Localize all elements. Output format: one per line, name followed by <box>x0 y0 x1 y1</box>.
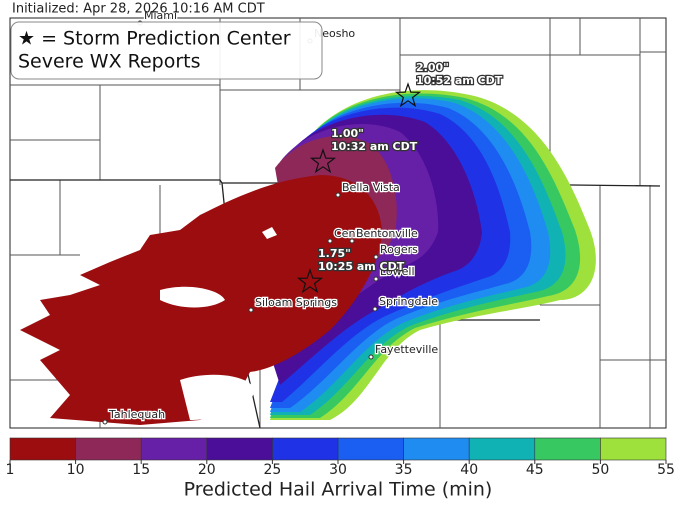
city-label: Siloam Springs <box>255 296 337 309</box>
colorbar-tick-label: 35 <box>395 462 413 478</box>
map-labels: Miami Neosho Bella Vista CentertonBentonvil… <box>102 8 504 425</box>
colorbar-tick-label: 40 <box>460 462 478 478</box>
colorbar-bin <box>534 437 601 461</box>
colorbar-tick-label: 45 <box>526 462 544 478</box>
city-dot <box>102 419 108 425</box>
city-dot <box>335 192 341 198</box>
city-dot <box>373 276 379 282</box>
city-label: Miami <box>144 9 177 22</box>
colorbar-tick-label: 15 <box>132 462 150 478</box>
city-dot <box>373 254 379 260</box>
report-time: 10:25 am CDT <box>318 260 405 273</box>
report-time: 10:32 am CDT <box>331 140 418 153</box>
colorbar-bin <box>403 437 470 461</box>
colorbar-bin <box>206 437 273 461</box>
hail-swath <box>20 90 596 425</box>
legend-line: ★ = Storm Prediction Center <box>18 28 291 50</box>
city-label: Centerton <box>334 227 389 240</box>
city-label: Bella Vista <box>342 181 400 194</box>
city-label: Tahlequah <box>108 408 165 421</box>
colorbar-tick-label: 20 <box>198 462 216 478</box>
city-dot <box>372 306 378 312</box>
city-label: Bentonville <box>356 227 418 240</box>
legend-frame <box>10 21 323 80</box>
report-size: 1.00" <box>331 127 364 140</box>
city-label: Fayetteville <box>375 343 438 356</box>
colorbar-bin <box>140 437 208 461</box>
report-size: 1.75" <box>318 247 351 260</box>
colorbar: 1 10 15 20 25 30 35 40 45 50 55 Predicted Hail Arri… <box>6 437 675 501</box>
city-dot <box>327 238 333 244</box>
colorbar-tick-label: 1 <box>6 462 15 478</box>
colorbar-bin <box>272 437 339 461</box>
colorbar-bin <box>600 437 667 461</box>
colorbar-bin <box>468 437 536 461</box>
legend-box: ★ = Storm Prediction Center Severe WX Re… <box>10 21 323 80</box>
city-label: Rogers <box>380 243 418 256</box>
colorbar-tick-label: 55 <box>657 462 675 478</box>
init-time: Initialized: Apr 28, 2026 10:16 AM CDT <box>12 2 265 17</box>
legend-line: Severe WX Reports <box>18 51 201 73</box>
colorbar-bin <box>9 437 76 461</box>
colorbar-tick-label: 50 <box>591 462 609 478</box>
colorbar-tick-label: 30 <box>329 462 347 478</box>
city-label: Lowell <box>380 265 415 278</box>
report-star <box>296 268 324 294</box>
city-dot <box>248 307 254 313</box>
report-star <box>394 82 422 108</box>
colorbar-tick-label: 25 <box>263 462 281 478</box>
colorbar-tick-label: 10 <box>67 462 85 478</box>
colorbar-bin <box>75 437 142 461</box>
report-star <box>309 148 337 174</box>
city-dot <box>349 238 355 244</box>
report-time: 10:52 am CDT <box>416 74 503 87</box>
city-label: Neosho <box>314 27 355 40</box>
city-label: Springdale <box>379 295 438 308</box>
report-size: 2.00" <box>416 61 449 74</box>
city-dot <box>368 354 374 360</box>
colorbar-bin <box>337 437 404 461</box>
colorbar-label: Predicted Hail Arrival Time (min) <box>184 479 493 501</box>
